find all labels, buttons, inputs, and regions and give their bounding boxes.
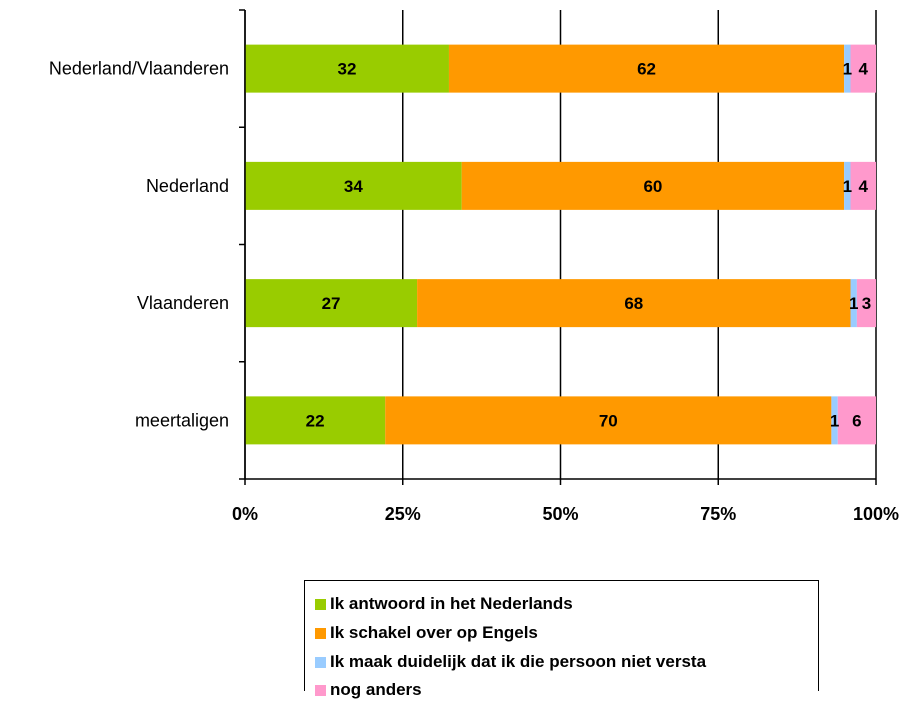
legend-label-nederlands: Ik antwoord in het Nederlands: [330, 594, 573, 613]
category-label: meertaligen: [135, 410, 229, 430]
bar-segment: [850, 279, 857, 328]
legend-swatch-engels: [315, 627, 326, 639]
bar-segment: [417, 279, 851, 328]
data-label: 32: [338, 60, 357, 79]
category-label: Nederland/Vlaanderen: [49, 59, 229, 79]
bar-segment: [245, 396, 386, 445]
bar-segment: [831, 396, 838, 445]
data-label: 60: [643, 177, 662, 196]
data-label: 4: [859, 177, 869, 196]
data-label: 27: [322, 294, 341, 313]
data-label: 1: [830, 411, 839, 430]
bar-segment: [856, 279, 876, 328]
x-tick-label: 75%: [700, 504, 736, 524]
data-label: 22: [306, 411, 325, 430]
x-tick-labels: 0% 25% 50% 75% 100%: [232, 504, 899, 524]
legend-swatch-nederlands: [315, 598, 326, 610]
bar-segment: [385, 396, 832, 445]
bar-segment: [245, 279, 418, 328]
legend-label-nog-anders: nog anders: [330, 680, 422, 699]
x-tick-label: 0%: [232, 504, 258, 524]
bar-segment: [837, 396, 876, 445]
bar-segment: [245, 161, 462, 210]
data-label: 34: [344, 177, 363, 196]
category-labels: Nederland/Vlaanderen Nederland Vlaanderen m…: [49, 59, 229, 431]
data-label: 68: [624, 294, 643, 313]
legend-item-niet-versta: Ik maak duidelijk dat ik die persoon nie…: [315, 651, 706, 673]
legend-item-engels: Ik schakel over op Engels: [315, 622, 538, 644]
bar-segment: [844, 44, 851, 93]
legend-swatch-niet-versta: [315, 656, 326, 668]
bar-segment: [245, 44, 449, 93]
data-label: 1: [843, 177, 852, 196]
data-label: 1: [843, 60, 852, 79]
bar-segment: [461, 161, 845, 210]
x-tick-label: 25%: [385, 504, 421, 524]
stacked-bar-chart: 32 62 1 434 60 1 427 68 1 322 70 1 6 Nederland/Vlaan…: [49, 9, 899, 524]
legend-label-niet-versta: Ik maak duidelijk dat ik die persoon nie…: [330, 652, 707, 671]
legend-label-engels: Ik schakel over op Engels: [330, 623, 538, 642]
bar-group: 32 62 1 434 60 1 427 68 1 322 70 1 6: [245, 44, 876, 445]
bar-segment: [448, 44, 845, 93]
data-label: 62: [637, 60, 656, 79]
legend: Ik antwoord in het Nederlands Ik schakel…: [304, 580, 819, 699]
bar-segment: [850, 161, 876, 210]
x-tick-label: 50%: [542, 504, 578, 524]
legend-swatch-nog-anders: [315, 684, 326, 696]
data-label: 4: [859, 60, 869, 79]
bar-segment: [844, 161, 851, 210]
bar-segment: [850, 44, 876, 93]
axes: [239, 9, 877, 485]
x-tick-label: 100%: [853, 504, 899, 524]
data-label: 1: [849, 294, 858, 313]
data-label: 6: [852, 411, 861, 430]
category-label: Vlaanderen: [137, 293, 229, 313]
data-label: 70: [599, 411, 618, 430]
legend-item-nog-anders: nog anders: [315, 679, 422, 701]
legend-item-nederlands: Ik antwoord in het Nederlands: [315, 593, 573, 615]
data-label: 3: [862, 294, 871, 313]
category-label: Nederland: [146, 176, 229, 196]
